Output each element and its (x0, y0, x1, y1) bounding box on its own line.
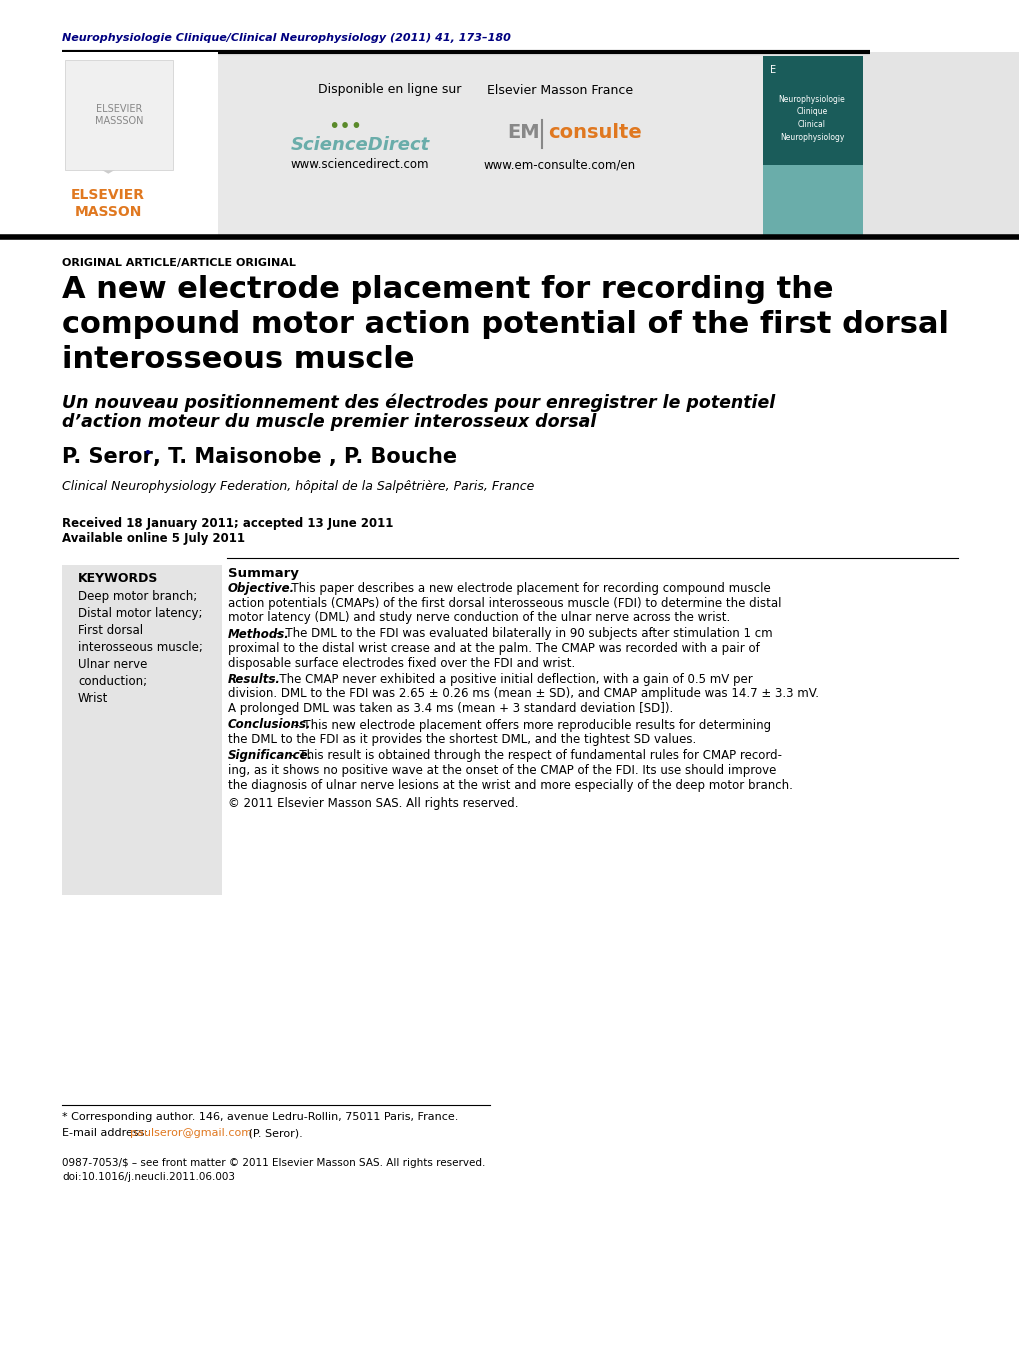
Text: Methods.: Methods. (228, 627, 289, 640)
Text: ScienceDirect: ScienceDirect (290, 136, 429, 154)
Text: A prolonged DML was taken as 3.4 ms (mean + 3 standard deviation [SD]).: A prolonged DML was taken as 3.4 ms (mea… (228, 703, 673, 715)
Text: the diagnosis of ulnar nerve lesions at the wrist and more especially of the dee: the diagnosis of ulnar nerve lesions at … (228, 778, 792, 792)
Bar (0, 51, 1019, 236)
Text: (P. Seror).: (P. Seror). (245, 1128, 303, 1138)
Text: Un nouveau positionnement des électrodes pour enregistrer le potentiel: Un nouveau positionnement des électrodes… (62, 393, 774, 412)
Text: MASSON: MASSON (74, 205, 142, 219)
Text: the DML to the FDI as it provides the shortest DML, and the tightest SD values.: the DML to the FDI as it provides the sh… (228, 734, 696, 746)
Text: www.em-consulte.com/en: www.em-consulte.com/en (483, 158, 636, 172)
Text: – This result is obtained through the respect of fundamental rules for CMAP reco: – This result is obtained through the re… (285, 750, 782, 762)
Text: Ulnar nerve: Ulnar nerve (77, 658, 147, 671)
Text: © 2011 Elsevier Masson SAS. All rights reserved.: © 2011 Elsevier Masson SAS. All rights r… (228, 797, 518, 811)
Text: disposable surface electrodes fixed over the FDI and wrist.: disposable surface electrodes fixed over… (228, 657, 575, 670)
Text: paulseror@gmail.com: paulseror@gmail.com (129, 1128, 252, 1138)
Text: ⬡: ⬡ (81, 120, 136, 180)
Text: Conclusions.: Conclusions. (228, 719, 311, 731)
Text: – This paper describes a new electrode placement for recording compound muscle: – This paper describes a new electrode p… (278, 582, 770, 594)
Text: •••: ••• (328, 118, 362, 136)
Text: motor latency (DML) and study nerve conduction of the ulnar nerve across the wri: motor latency (DML) and study nerve cond… (228, 611, 730, 624)
Text: •: • (143, 447, 151, 459)
Text: division. DML to the FDI was 2.65 ± 0.26 ms (mean ± SD), and CMAP amplitude was : division. DML to the FDI was 2.65 ± 0.26… (228, 688, 818, 701)
Text: – This new electrode placement offers more reproducible results for determining: – This new electrode placement offers mo… (289, 719, 770, 731)
Text: 0987-7053/$ – see front matter © 2011 Elsevier Masson SAS. All rights reserved.: 0987-7053/$ – see front matter © 2011 El… (62, 1158, 485, 1169)
Text: Wrist: Wrist (77, 692, 108, 705)
Text: P. Seror: P. Seror (62, 447, 153, 467)
Text: Results.: Results. (228, 673, 280, 686)
Text: Neurophysiologie
Clinique
Clinical
Neurophysiology: Neurophysiologie Clinique Clinical Neuro… (777, 95, 845, 142)
Text: – The CMAP never exhibited a positive initial deflection, with a gain of 0.5 mV : – The CMAP never exhibited a positive in… (266, 673, 752, 686)
Bar (62, 565, 222, 894)
Text: Deep motor branch;: Deep motor branch; (77, 590, 197, 603)
Text: action potentials (CMAPs) of the first dorsal interosseous muscle (FDI) to deter: action potentials (CMAPs) of the first d… (228, 597, 781, 609)
Text: Neurophysiologie Clinique/Clinical Neurophysiology (2011) 41, 173–180: Neurophysiologie Clinique/Clinical Neuro… (62, 32, 511, 43)
Text: Elsevier Masson France: Elsevier Masson France (486, 84, 633, 96)
Bar (762, 165, 862, 236)
Text: compound motor action potential of the first dorsal: compound motor action potential of the f… (62, 309, 948, 339)
Bar (218, 55, 762, 236)
Text: Distal motor latency;: Distal motor latency; (77, 607, 203, 620)
Text: A new electrode placement for recording the: A new electrode placement for recording … (62, 276, 833, 304)
Text: ORIGINAL ARTICLE/ARTICLE ORIGINAL: ORIGINAL ARTICLE/ARTICLE ORIGINAL (62, 258, 296, 267)
Bar (762, 55, 862, 236)
Bar (0, 51, 218, 236)
Text: First dorsal: First dorsal (77, 624, 143, 638)
Text: , T. Maisonobe , P. Bouche: , T. Maisonobe , P. Bouche (153, 447, 457, 467)
Text: www.sciencedirect.com: www.sciencedirect.com (290, 158, 429, 172)
Text: Available online 5 July 2011: Available online 5 July 2011 (62, 532, 245, 544)
Text: – The DML to the FDI was evaluated bilaterally in 90 subjects after stimulation : – The DML to the FDI was evaluated bilat… (272, 627, 771, 640)
Text: d’action moteur du muscle premier interosseux dorsal: d’action moteur du muscle premier intero… (62, 413, 596, 431)
Bar (65, 59, 173, 170)
Text: * Corresponding author. 146, avenue Ledru-Rollin, 75011 Paris, France.: * Corresponding author. 146, avenue Ledr… (62, 1112, 458, 1121)
Text: Objective.: Objective. (228, 582, 294, 594)
Text: Received 18 January 2011; accepted 13 June 2011: Received 18 January 2011; accepted 13 Ju… (62, 517, 393, 530)
Text: KEYWORDS: KEYWORDS (77, 571, 158, 585)
Text: EM: EM (506, 123, 539, 142)
Text: interosseous muscle;: interosseous muscle; (77, 640, 203, 654)
Text: Disponible en ligne sur: Disponible en ligne sur (318, 84, 462, 96)
Text: Significance.: Significance. (228, 750, 313, 762)
Text: ELSEVIER
MASSSON: ELSEVIER MASSSON (95, 104, 143, 126)
Text: ing, as it shows no positive wave at the onset of the CMAP of the FDI. Its use s: ing, as it shows no positive wave at the… (228, 765, 775, 777)
Text: consulte: consulte (547, 123, 641, 142)
Text: interosseous muscle: interosseous muscle (62, 345, 414, 374)
Text: Summary: Summary (228, 567, 299, 580)
Text: E: E (769, 65, 775, 76)
Text: doi:10.1016/j.neucli.2011.06.003: doi:10.1016/j.neucli.2011.06.003 (62, 1173, 234, 1182)
Text: ELSEVIER: ELSEVIER (71, 188, 145, 203)
Text: conduction;: conduction; (77, 676, 147, 688)
Text: proximal to the distal wrist crease and at the palm. The CMAP was recorded with : proximal to the distal wrist crease and … (228, 642, 759, 655)
Text: Clinical Neurophysiology Federation, hôpital de la Salpêtrière, Paris, France: Clinical Neurophysiology Federation, hôp… (62, 480, 534, 493)
Text: E-mail address:: E-mail address: (62, 1128, 152, 1138)
